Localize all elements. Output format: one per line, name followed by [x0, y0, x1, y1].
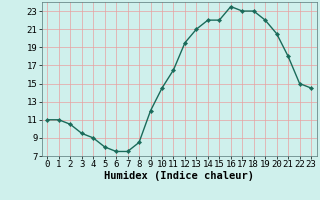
- X-axis label: Humidex (Indice chaleur): Humidex (Indice chaleur): [104, 171, 254, 181]
